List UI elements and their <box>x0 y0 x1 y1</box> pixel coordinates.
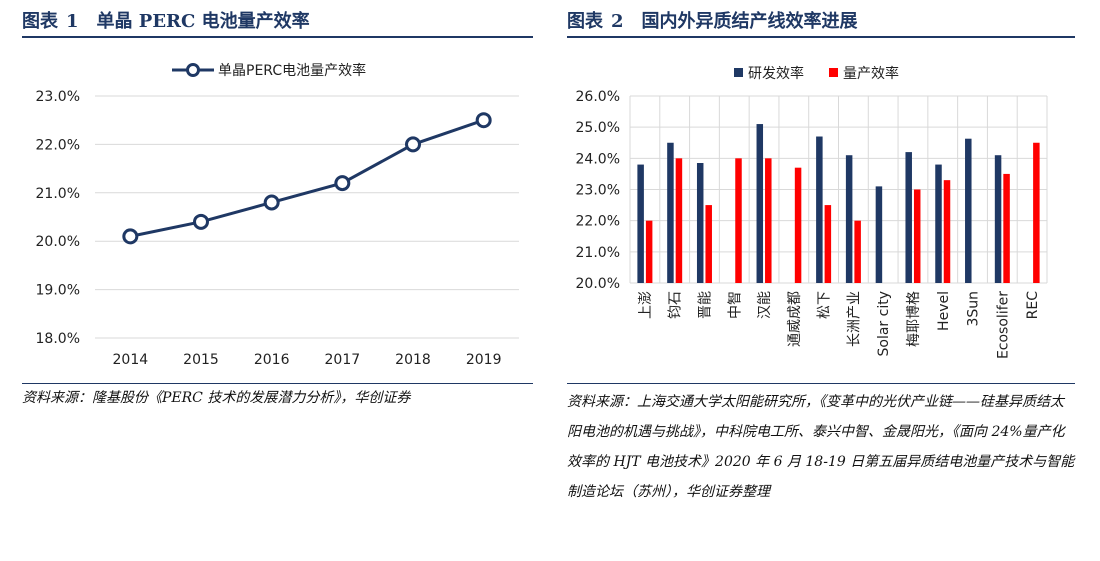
rd-efficiency-bar <box>756 124 764 283</box>
y-tick-label: 20.0% <box>576 276 620 292</box>
production-efficiency-bar <box>1003 173 1010 283</box>
y-tick-label: 18.0% <box>36 331 80 347</box>
production-efficiency-bar <box>824 205 832 283</box>
perc-line-chart: 18.0% 19.0% 20.0% 21.0% 22.0% 23.0% 2014 2015 20… <box>36 62 519 368</box>
production-efficiency-bar <box>675 158 683 283</box>
legend-label-rd: 研发效率 <box>748 65 804 82</box>
x-tick-label: 中智 <box>727 291 743 319</box>
y-tick-label: 21.0% <box>36 186 80 202</box>
x-tick-label: Hevel <box>936 291 952 331</box>
x-tick-label: 钧石 <box>668 291 684 319</box>
x-tick-label: 通威成都 <box>787 291 803 347</box>
figure-2-label: 图表 <box>567 11 603 32</box>
y-tick-label: 20.0% <box>36 234 80 250</box>
production-efficiency-bar <box>1033 142 1040 283</box>
x-tick-label: 梅耶博格 <box>905 291 922 347</box>
rd-efficiency-bar <box>875 186 883 283</box>
data-point <box>263 194 280 211</box>
x-tick-label: 3Sun <box>966 291 982 327</box>
figure-1-label: 图表 <box>22 11 58 32</box>
hjt-bar-chart: 20.0% 21.0% 22.0% 23.0% 24.0% 25.0% 26.0% 上澎 钧石晋… <box>576 65 1048 359</box>
figure-2-number: 2 <box>611 11 624 32</box>
data-point <box>405 136 421 153</box>
production-efficiency-bar <box>765 158 772 283</box>
figure-2-source: 资料来源：上海交通大学太阳能研究所，《变革中的光伏产业链——硅基异质结太阳电池的… <box>567 394 1075 500</box>
x-tick-label: 2016 <box>254 352 290 368</box>
rd-efficiency-bar <box>845 155 853 283</box>
production-efficiency-bar <box>854 220 861 283</box>
y-tick-label: 23.0% <box>36 89 80 105</box>
rd-efficiency-bar <box>935 164 942 283</box>
y-tick-label: 25.0% <box>576 120 620 136</box>
figure-2-bottom-rule <box>567 383 1075 384</box>
production-efficiency-bar <box>913 189 921 283</box>
y-tick-label: 19.0% <box>36 283 80 299</box>
figure-1-number: 1 <box>66 11 79 32</box>
x-tick-label: 2017 <box>325 352 361 368</box>
rd-efficiency-bar <box>696 163 704 283</box>
data-point <box>122 228 139 245</box>
data-point <box>334 175 351 192</box>
x-tick-label: 晋能 <box>697 291 713 319</box>
figure-1-top-rule <box>22 36 533 38</box>
figure-1-bottom-rule <box>22 383 533 384</box>
y-tick-label: 23.0% <box>576 183 620 199</box>
y-tick-label: 22.0% <box>576 214 620 230</box>
figure-1-title-text: 单晶 PERC 电池量产效率 <box>96 11 310 32</box>
figure-2-title-text: 国内外异质结产线效率进展 <box>641 11 858 32</box>
x-tick-label: REC <box>1025 291 1041 320</box>
production-efficiency-bar <box>735 158 742 283</box>
legend-label: 单晶PERC电池量产效率 <box>218 62 366 79</box>
y-tick-label: 22.0% <box>36 137 80 153</box>
x-tick-label: Solar city <box>876 291 892 357</box>
x-tick-label: Ecosolifer <box>995 291 1011 359</box>
figure-1-title: 图表 1 单晶 PERC 电池量产效率 <box>22 7 533 37</box>
x-tick-label: 2018 <box>395 352 431 368</box>
y-tick-label: 26.0% <box>576 89 620 105</box>
figure-1-source: 资料来源：隆基股份《PERC 技术的发展潜力分析》，华创证券 <box>22 390 411 406</box>
x-tick-label: 长洲产业 <box>846 291 862 347</box>
rd-efficiency-bar <box>637 164 644 283</box>
rd-efficiency-bar <box>994 155 1002 283</box>
x-tick-label: 2015 <box>183 352 219 368</box>
production-efficiency-bar <box>794 167 802 283</box>
figure-2-title: 图表 2 国内外异质结产线效率进展 <box>567 7 1075 37</box>
rd-efficiency-bar <box>965 138 972 283</box>
production-efficiency-bar <box>943 180 951 283</box>
legend-swatch-rd <box>734 68 743 77</box>
legend-swatch-production <box>829 68 838 77</box>
data-point <box>475 112 492 129</box>
x-tick-label: 2014 <box>113 352 149 368</box>
data-point <box>193 213 209 230</box>
x-tick-label: 2019 <box>466 352 502 368</box>
production-efficiency-bar <box>705 205 712 283</box>
figure-2-top-rule <box>567 36 1075 38</box>
production-efficiency-bar <box>645 220 653 283</box>
rd-efficiency-bar <box>667 142 674 283</box>
x-tick-label: 上澎 <box>638 291 654 319</box>
legend-label-production: 量产效率 <box>843 65 899 82</box>
series-line <box>130 118 485 238</box>
rd-efficiency-bar <box>905 152 912 283</box>
legend-marker <box>186 63 200 77</box>
y-tick-label: 24.0% <box>576 151 620 167</box>
y-tick-label: 21.0% <box>576 245 620 261</box>
x-tick-label: 松下 <box>817 291 833 319</box>
rd-efficiency-bar <box>816 136 823 283</box>
x-tick-label: 汉能 <box>757 291 773 319</box>
